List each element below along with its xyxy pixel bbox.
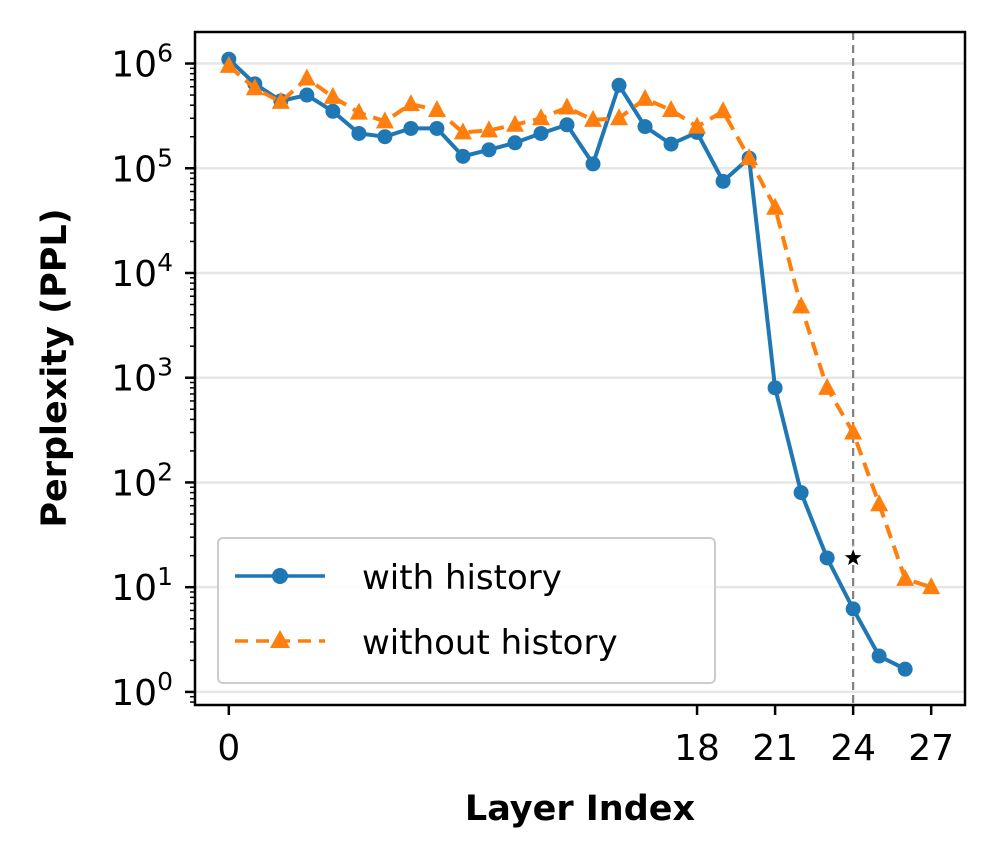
data-point-with-history <box>481 142 497 158</box>
x-tick-label: 24 <box>830 728 876 769</box>
data-point-with-history <box>897 661 913 677</box>
y-tick-exponent: 3 <box>157 353 173 382</box>
data-point-with-history <box>637 119 653 135</box>
data-point-without-history <box>870 494 889 512</box>
y-tick-exponent: 2 <box>157 457 173 486</box>
legend-frame <box>217 537 716 684</box>
data-point-without-history <box>375 111 394 129</box>
series-line-without-history <box>227 64 932 590</box>
data-point-without-history <box>505 114 524 132</box>
data-point-with-history <box>715 173 731 189</box>
data-point-without-history <box>349 102 368 120</box>
x-tick-label: 27 <box>908 728 954 769</box>
plot-area-frame <box>193 30 967 707</box>
data-point-without-history <box>453 122 472 140</box>
data-point-without-history <box>401 94 420 112</box>
data-point-with-history <box>533 125 549 141</box>
legend-label-with-history: with history <box>362 558 562 598</box>
legend: with history without history <box>217 537 716 684</box>
y-tick-exponent: 0 <box>157 667 173 696</box>
data-point-with-history <box>845 601 861 617</box>
data-point-without-history <box>688 116 707 134</box>
x-tick-label: 0 <box>217 728 240 769</box>
data-point-with-history <box>871 648 887 664</box>
data-point-without-history <box>584 109 603 127</box>
data-point-with-history <box>793 485 809 501</box>
data-point-with-history <box>663 136 679 152</box>
data-point-with-history <box>429 120 445 136</box>
data-point-with-history <box>455 148 471 164</box>
data-point-without-history <box>662 99 681 117</box>
data-point-with-history <box>299 87 315 103</box>
data-point-without-history <box>818 377 837 395</box>
data-point-without-history <box>636 88 655 106</box>
data-point-without-history <box>740 148 759 166</box>
data-point-without-history <box>610 108 629 126</box>
data-point-without-history <box>844 422 863 440</box>
y-tick-exponent: 6 <box>157 39 173 68</box>
data-point-without-history <box>245 78 264 96</box>
data-point-without-history <box>323 86 342 104</box>
data-point-without-history <box>792 296 811 314</box>
x-axis-title: Layer Index <box>465 789 696 829</box>
y-tick-exponent: 4 <box>157 248 173 277</box>
data-point-without-history <box>766 197 785 215</box>
data-point-without-history <box>922 577 941 595</box>
data-point-with-history <box>325 103 341 119</box>
series-layer <box>219 51 941 677</box>
data-point-without-history <box>896 568 915 586</box>
data-point-without-history <box>219 55 238 73</box>
data-point-with-history <box>559 117 575 133</box>
data-point-with-history <box>377 129 393 145</box>
star-marker <box>840 544 866 569</box>
data-point-with-history <box>585 156 601 172</box>
legend-marker-without-history <box>270 630 290 648</box>
legend-marker-with-history <box>272 568 288 584</box>
data-point-with-history <box>507 135 523 151</box>
y-axis-title: Perplexity (PPL) <box>35 208 75 527</box>
y-tick-exponent: 1 <box>157 562 173 591</box>
data-point-without-history <box>557 97 576 115</box>
data-point-without-history <box>271 91 290 109</box>
data-point-with-history <box>767 380 783 396</box>
data-point-without-history <box>714 101 733 119</box>
data-point-without-history <box>297 68 316 86</box>
data-point-with-history <box>611 77 627 93</box>
data-point-with-history <box>819 550 835 566</box>
data-point-without-history <box>479 120 498 138</box>
data-point-without-history <box>531 108 550 126</box>
x-tick-label: 18 <box>674 728 720 769</box>
y-tick-exponent: 5 <box>157 143 173 172</box>
data-point-with-history <box>351 125 367 141</box>
data-point-without-history <box>427 99 446 117</box>
data-point-with-history <box>403 120 419 136</box>
x-tick-label: 21 <box>752 728 798 769</box>
legend-label-without-history: without history <box>362 623 618 663</box>
